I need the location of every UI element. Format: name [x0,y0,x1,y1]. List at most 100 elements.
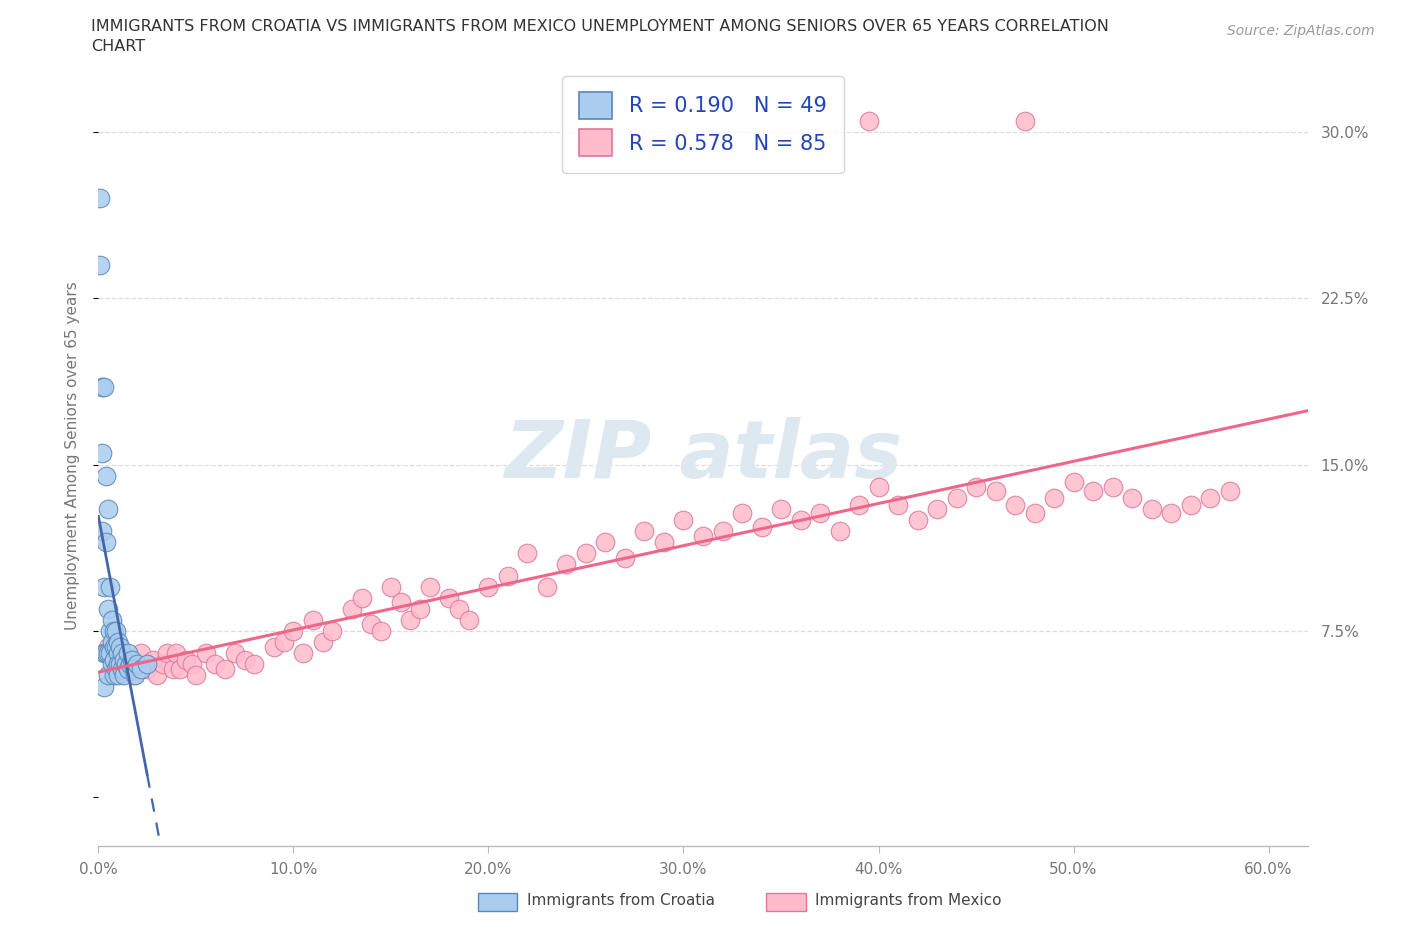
Point [1140,501,1163,516]
Point [98,579,121,594]
Point [91,379,114,394]
Point [984,484,1007,498]
Point [131,661,153,676]
Text: Source: ZipAtlas.com: Source: ZipAtlas.com [1227,24,1375,38]
Point [93,579,115,594]
Point [409,602,432,617]
Point [1004,497,1026,512]
Point [292,645,315,660]
Point [321,624,343,639]
Point [104,624,127,639]
Point [165,645,187,660]
Point [136,661,159,676]
Point [439,591,461,605]
Point [243,657,266,671]
Point [91,446,114,461]
Point [204,657,226,671]
Point [96,645,118,660]
Point [122,661,145,676]
Point [111,661,134,676]
Point [399,613,422,628]
Point [516,546,538,561]
Point [224,645,246,660]
Point [111,645,134,660]
Legend: R = 0.190   N = 49, R = 0.578   N = 85: R = 0.190 N = 49, R = 0.578 N = 85 [562,75,844,173]
Point [789,512,811,527]
Point [131,645,153,660]
Point [117,661,139,676]
Point [1160,506,1182,521]
Text: Immigrants from Croatia: Immigrants from Croatia [527,893,716,908]
Point [672,512,695,527]
Point [97,639,120,654]
Point [302,613,325,628]
Point [98,624,121,639]
Point [925,501,948,516]
Point [101,613,124,628]
Point [97,645,120,660]
Point [184,668,207,683]
Point [97,668,120,683]
Point [162,661,184,676]
Point [575,546,598,561]
Point [117,653,139,668]
Point [536,579,558,594]
Point [112,653,135,668]
Point [214,661,236,676]
Point [91,524,114,538]
Point [263,639,285,654]
Point [107,657,129,671]
Point [96,468,118,483]
Point [103,668,125,683]
Point [93,379,115,394]
Point [614,551,637,565]
Point [107,645,129,660]
Point [458,613,481,628]
Point [108,657,131,671]
Y-axis label: Unemployment Among Seniors over 65 years: Unemployment Among Seniors over 65 years [65,281,80,631]
Point [312,634,335,649]
Point [1014,113,1036,128]
Point [1199,490,1222,505]
Point [194,645,217,660]
Point [107,668,129,683]
Point [449,602,471,617]
Point [1101,479,1123,494]
Point [273,634,295,649]
Point [828,524,851,538]
Text: Immigrants from Mexico: Immigrants from Mexico [815,893,1002,908]
Point [93,679,115,694]
Point [98,645,121,660]
Point [1063,475,1085,490]
Point [96,535,118,550]
Point [340,602,363,617]
Point [1081,484,1104,498]
Point [496,568,519,583]
Point [156,645,179,660]
Point [121,653,143,668]
Point [103,657,125,671]
Point [174,653,197,668]
Point [118,657,141,671]
Point [101,634,124,649]
Point [370,624,392,639]
Point [945,490,967,505]
Point [965,479,987,494]
Point [360,617,382,631]
Text: CHART: CHART [91,39,145,54]
Point [89,258,111,272]
Point [107,645,129,660]
Point [114,657,136,671]
Point [103,624,125,639]
Point [233,653,256,668]
Point [89,191,111,206]
Point [477,579,499,594]
Point [595,535,617,550]
Point [769,501,792,516]
Point [652,535,675,550]
Point [283,624,305,639]
Point [127,657,149,671]
Point [419,579,441,594]
Point [907,512,929,527]
Point [181,657,204,671]
